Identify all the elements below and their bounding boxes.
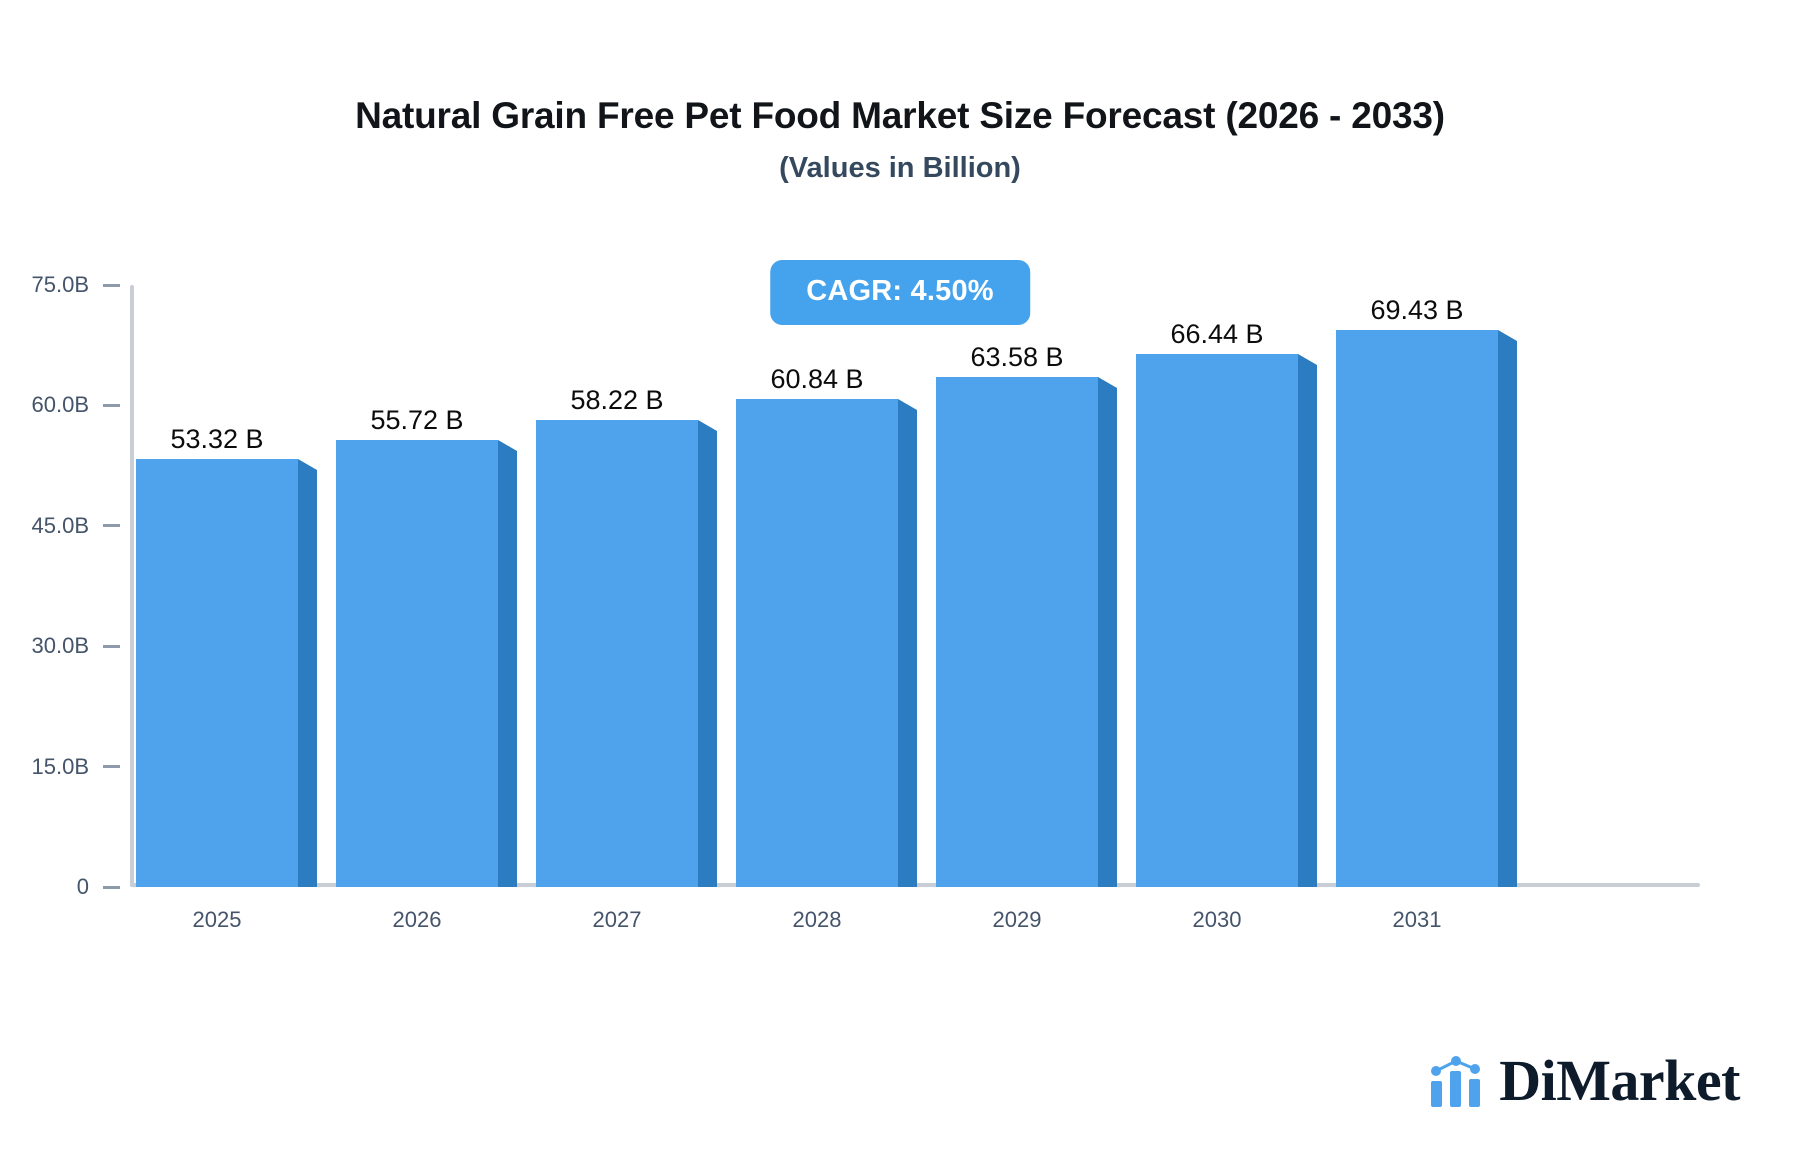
bar-group-2026[interactable]: 55.72 B 2026 [336,405,517,932]
chart-header: Natural Grain Free Pet Food Market Size … [0,95,1800,185]
y-axis-tick-60: 60.0B [32,392,131,418]
brand-name: DiMarket [1499,1048,1740,1113]
bar-side-2027 [698,420,717,887]
x-axis-label-2028: 2028 [792,907,842,932]
bar-value-label: 53.32 B [170,424,264,454]
bar-side-2028 [898,399,917,887]
bar-2031[interactable] [1336,330,1498,887]
x-axis-label-2025: 2025 [192,907,242,932]
x-axis-label-2027: 2027 [592,907,642,932]
bar-2026[interactable] [336,440,498,887]
y-axis-tick-dash-icon [103,765,120,769]
y-axis-tick-dash-icon [103,885,120,889]
bar-group-2031[interactable]: 69.43 B 2031 [1336,295,1517,932]
bar-value-label: 69.43 B [1370,295,1464,325]
y-axis-tick-dash-icon [103,283,120,287]
y-axis-tick-45: 45.0B [32,513,131,539]
x-axis-label-2029: 2029 [992,907,1042,932]
bar-group-2027[interactable]: 58.22 B 2027 [536,385,717,932]
y-axis-tick-15: 15.0B [32,754,131,780]
x-axis-label-2030: 2030 [1192,907,1242,932]
bar-value-label: 58.22 B [570,385,664,415]
bar-side-2029 [1098,377,1117,887]
plot-area: 75.0B 60.0B 45.0B 30.0B 15.0B 0 53.32 B [32,255,1700,932]
bar-side-2030 [1298,354,1317,887]
y-axis-tick-label: 60.0B [31,392,90,418]
x-axis-label-2026: 2026 [392,907,442,932]
bars-layer: 53.32 B 2025 55.72 B 2026 58.22 B 2027 6… [130,255,1700,932]
y-axis-tick-label: 0 [76,874,89,899]
y-axis-tick-label: 75.0B [31,272,90,297]
y-axis-tick-75: 75.0B [32,272,131,298]
bar-side-2025 [298,459,317,887]
bar-2025[interactable] [136,459,298,887]
bar-chart-icon [1429,1055,1485,1107]
bar-value-label: 66.44 B [1170,319,1264,349]
bar-side-2026 [498,440,517,887]
bar-value-label: 55.72 B [370,405,464,435]
y-axis-tick-dash-icon [103,524,120,528]
bar-group-2029[interactable]: 63.58 B 2029 [936,342,1117,932]
bar-group-2028[interactable]: 60.84 B 2028 [736,364,917,932]
chart-subtitle: (Values in Billion) [779,151,1021,184]
bar-2028[interactable] [736,399,898,887]
bar-side-2031 [1498,330,1517,887]
chart-title: Natural Grain Free Pet Food Market Size … [355,95,1445,136]
y-axis-tick-30: 30.0B [32,633,131,659]
bar-2030[interactable] [1136,354,1298,887]
cagr-badge: CAGR: 4.50% [770,260,1030,325]
y-axis-tick-dash-icon [103,403,120,407]
y-axis-tick-label: 30.0B [31,633,90,659]
bar-2027[interactable] [536,420,698,887]
bar-2029[interactable] [936,377,1098,887]
y-axis-tick-label: 45.0B [31,512,90,538]
brand-logo: DiMarket [1429,1052,1740,1110]
y-axis-tick-label: 15.0B [31,753,90,779]
bar-group-2025[interactable]: 53.32 B 2025 [136,424,317,932]
bar-group-2030[interactable]: 66.44 B 2030 [1136,319,1317,932]
bar-value-label: 60.84 B [770,364,864,394]
y-axis-tick-0: 0 [77,874,130,900]
y-axis-line [130,285,134,887]
y-axis-tick-dash-icon [103,644,120,648]
bar-value-label: 63.58 B [970,342,1064,372]
x-axis-label-2031: 2031 [1392,907,1442,932]
